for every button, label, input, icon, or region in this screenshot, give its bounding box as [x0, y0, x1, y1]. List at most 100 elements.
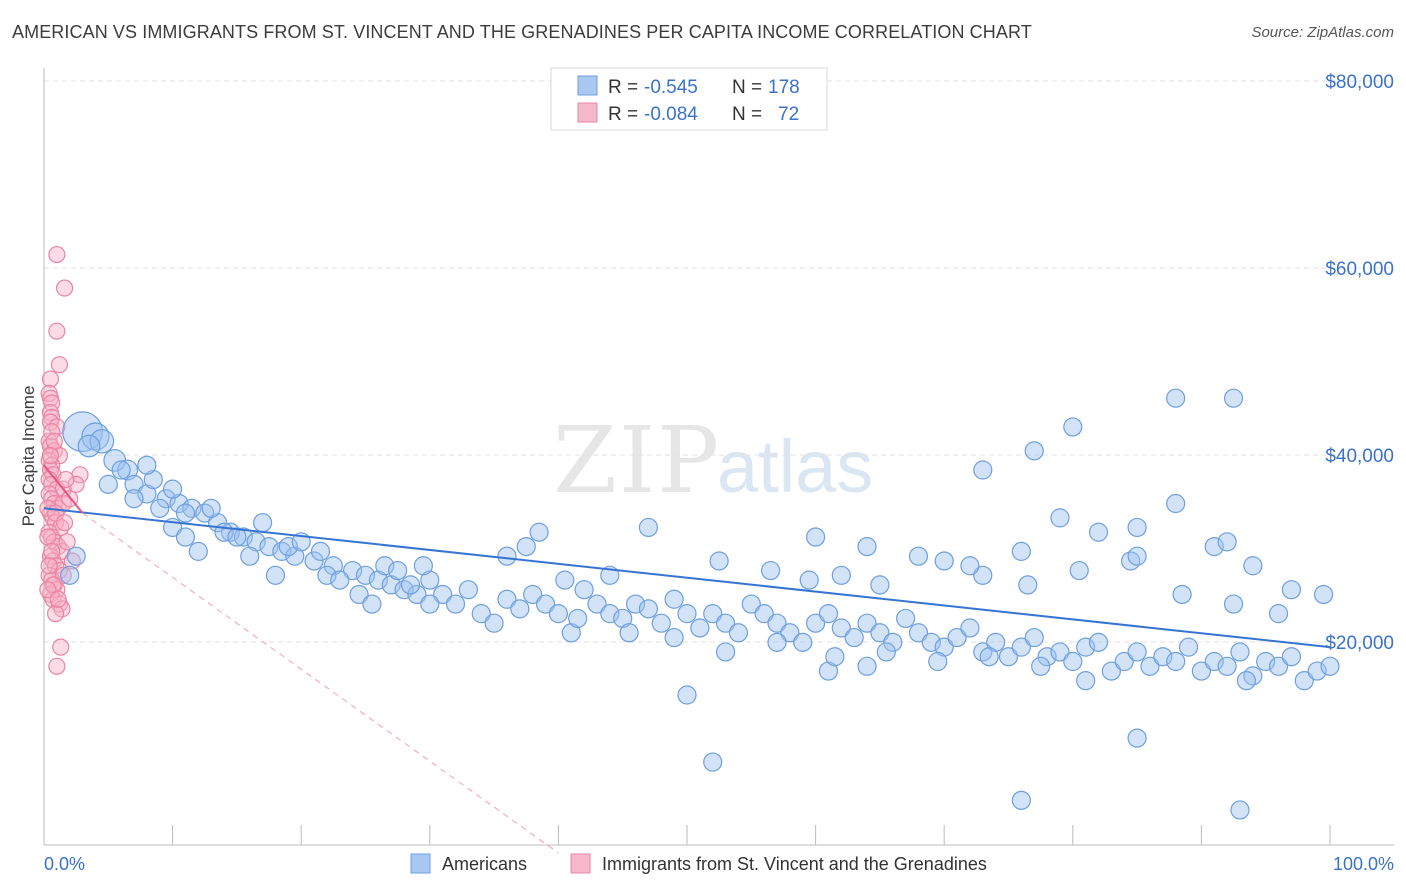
- point-americans: [908, 546, 929, 566]
- point-americans: [1114, 651, 1134, 672]
- point-americans: [825, 647, 845, 667]
- point-americans: [908, 623, 929, 643]
- point-americans: [934, 637, 954, 657]
- point-americans: [150, 498, 170, 518]
- point-americans: [433, 584, 453, 605]
- point-americans: [568, 608, 588, 629]
- point-americans: [1178, 637, 1199, 657]
- point-americans: [233, 527, 253, 547]
- point-immigrants: [48, 322, 66, 340]
- point-americans: [1076, 671, 1096, 691]
- point-americans: [317, 565, 337, 585]
- point-americans: [664, 627, 684, 648]
- series-immigrants-points: [39, 245, 89, 675]
- point-americans: [77, 434, 101, 458]
- point-americans: [780, 623, 800, 643]
- trend-extension-immigrants: [82, 512, 559, 854]
- point-americans: [561, 623, 581, 643]
- point-americans: [1153, 647, 1173, 667]
- y-tick-label: $40,000: [1325, 446, 1394, 467]
- point-americans: [1166, 651, 1186, 672]
- point-americans: [1230, 642, 1250, 662]
- legend-r-label-1: R =: [608, 77, 638, 98]
- point-immigrants: [43, 542, 61, 560]
- legend-r-value-1: -0.545: [644, 77, 698, 98]
- point-americans: [1223, 594, 1244, 614]
- point-americans: [715, 642, 736, 662]
- point-americans: [1037, 647, 1057, 667]
- point-americans: [1166, 493, 1186, 514]
- point-americans: [1204, 651, 1224, 672]
- point-americans: [960, 618, 980, 638]
- point-americans: [1011, 541, 1031, 561]
- point-americans: [613, 608, 633, 629]
- point-americans: [876, 642, 896, 662]
- point-americans: [979, 647, 999, 667]
- point-americans: [857, 613, 877, 633]
- point-americans: [124, 489, 144, 509]
- point-americans: [799, 570, 819, 590]
- point-immigrants: [40, 557, 58, 575]
- point-americans: [388, 560, 408, 581]
- point-americans: [1243, 556, 1263, 576]
- point-immigrants: [48, 245, 66, 264]
- point-americans: [921, 632, 941, 652]
- point-americans: [60, 565, 80, 585]
- point-americans: [1204, 536, 1224, 557]
- watermark-zip: ZIP: [553, 407, 721, 514]
- point-americans: [1088, 632, 1109, 652]
- legend-n-value-2: 72: [778, 104, 799, 125]
- point-immigrants: [43, 423, 61, 441]
- point-americans: [587, 594, 607, 614]
- point-immigrants: [40, 566, 58, 584]
- point-americans: [246, 532, 266, 552]
- y-tick-label: $60,000: [1325, 259, 1394, 280]
- point-americans: [1050, 508, 1070, 528]
- legend-swatch-americans: [577, 75, 598, 96]
- point-americans: [1063, 417, 1083, 437]
- point-immigrants: [55, 279, 74, 297]
- point-americans: [651, 613, 671, 633]
- point-immigrants: [48, 657, 66, 675]
- point-americans: [870, 623, 890, 643]
- legend-n-label-1: N =: [732, 77, 762, 98]
- point-americans: [1230, 800, 1250, 820]
- point-americans: [973, 565, 993, 585]
- chart-title: AMERICAN VS IMMIGRANTS FROM ST. VINCENT …: [12, 22, 1032, 42]
- point-americans: [703, 752, 723, 772]
- point-americans: [857, 656, 877, 676]
- point-americans: [703, 604, 723, 624]
- point-americans: [844, 627, 864, 648]
- point-americans: [1011, 790, 1031, 810]
- point-americans: [445, 594, 466, 614]
- point-americans: [1076, 637, 1096, 657]
- point-americans: [928, 651, 948, 672]
- point-americans: [278, 536, 298, 557]
- legend-n-value-1: 178: [768, 77, 800, 98]
- point-americans: [535, 594, 556, 614]
- point-americans: [98, 474, 118, 494]
- point-americans: [265, 565, 286, 585]
- point-americans: [143, 469, 163, 490]
- point-americans: [510, 599, 530, 619]
- legend-r-value-2: -0.084: [644, 104, 698, 125]
- point-americans: [1281, 647, 1302, 667]
- x-axis-ticks: [43, 825, 1331, 845]
- point-americans: [1320, 656, 1340, 676]
- point-immigrants: [39, 528, 57, 546]
- point-americans: [1281, 580, 1302, 600]
- point-americans: [1127, 546, 1147, 566]
- point-americans: [349, 584, 369, 605]
- point-americans: [883, 632, 903, 652]
- point-americans: [1050, 642, 1070, 662]
- point-americans: [1024, 627, 1044, 648]
- point-americans: [458, 580, 478, 600]
- point-americans: [188, 541, 208, 561]
- point-americans: [818, 604, 839, 624]
- point-americans: [497, 589, 517, 609]
- point-americans: [896, 608, 916, 629]
- point-americans: [664, 589, 684, 609]
- point-americans: [497, 546, 517, 566]
- point-americans: [89, 428, 115, 454]
- gridlines: [44, 80, 1394, 643]
